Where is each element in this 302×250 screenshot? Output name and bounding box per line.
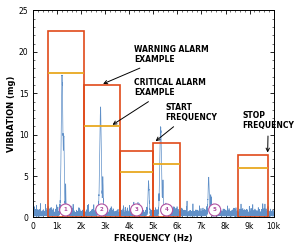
Bar	[153, 143, 180, 218]
Text: WARNING ALARM
EXAMPLE: WARNING ALARM EXAMPLE	[104, 45, 209, 84]
Text: 2: 2	[100, 208, 104, 212]
Text: 3: 3	[135, 208, 139, 212]
Bar	[48, 31, 84, 218]
Ellipse shape	[209, 204, 221, 216]
Text: 4: 4	[165, 208, 169, 212]
Y-axis label: VIBRATION (mg): VIBRATION (mg)	[7, 76, 16, 152]
Ellipse shape	[60, 204, 72, 216]
Text: 5: 5	[213, 208, 217, 212]
Text: START
FREQUENCY: START FREQUENCY	[156, 103, 217, 141]
Bar	[120, 151, 153, 218]
Bar	[238, 155, 268, 218]
Ellipse shape	[161, 204, 173, 216]
Text: CRITICAL ALARM
EXAMPLE: CRITICAL ALARM EXAMPLE	[113, 78, 206, 124]
Ellipse shape	[130, 204, 143, 216]
Text: STOP
FREQUENCY: STOP FREQUENCY	[243, 111, 294, 152]
Text: 1: 1	[64, 208, 68, 212]
Ellipse shape	[96, 204, 108, 216]
Bar	[84, 85, 120, 218]
X-axis label: FREQUENCY (Hz): FREQUENCY (Hz)	[114, 234, 193, 243]
